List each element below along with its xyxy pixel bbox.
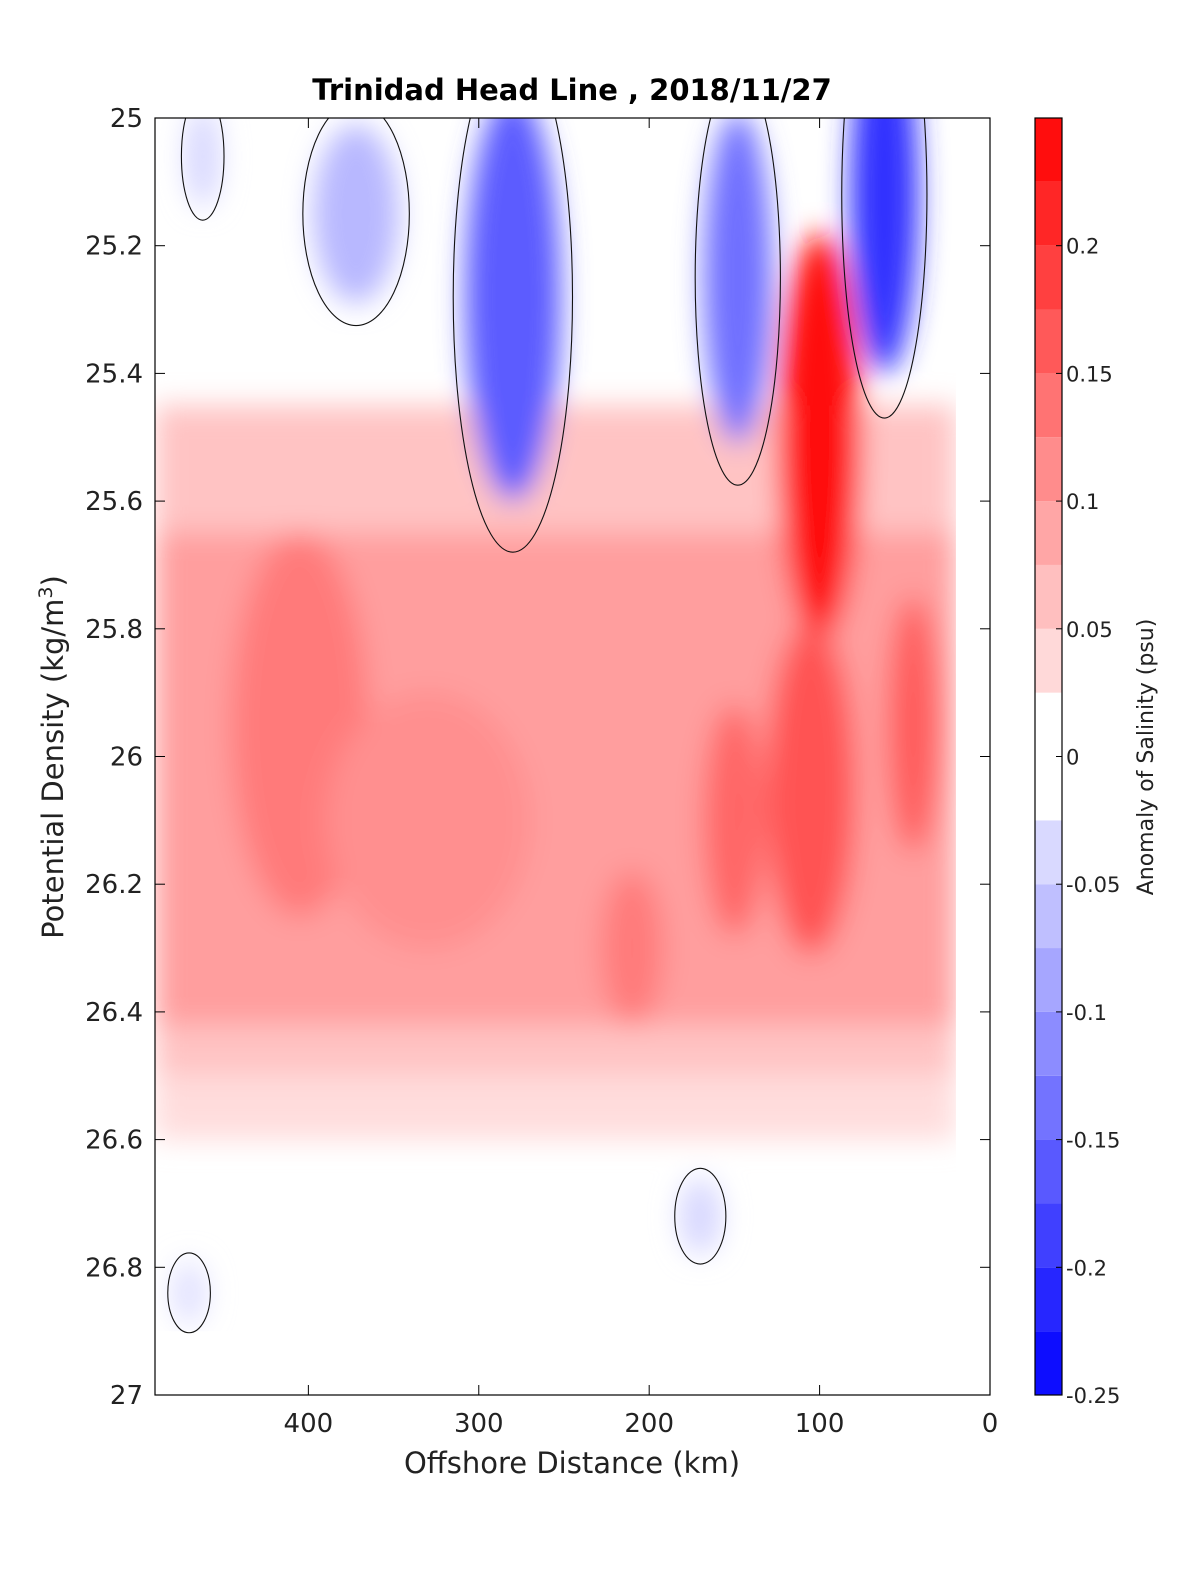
colorbar-label: Anomaly of Salinity (psu) [1134, 619, 1159, 896]
x-tick-label: 300 [454, 1409, 504, 1439]
colorbar-band [1035, 1267, 1062, 1332]
y-tick-label: 25.8 [85, 615, 143, 645]
colorbar-tick-label: -0.2 [1066, 1256, 1107, 1280]
anomaly-blob [313, 124, 399, 304]
x-axis: 400 300 200 100 0 [284, 118, 999, 1439]
zero-contour [452, 118, 574, 553]
zero-contour [674, 1167, 727, 1265]
colorbar-band [1035, 501, 1062, 565]
zero-contour [167, 1252, 211, 1334]
colorbar-band [1035, 118, 1062, 182]
colorbar-band [1035, 1203, 1062, 1268]
colorbar-band [1035, 245, 1062, 310]
x-tick-label: 400 [284, 1409, 334, 1439]
x-tick-label: 100 [795, 1409, 845, 1439]
colorbar-band [1035, 1011, 1062, 1076]
anomaly-blob [887, 596, 939, 853]
colorbar-tick-label: 0.1 [1066, 490, 1099, 514]
zero-contour [302, 118, 410, 327]
zero-contour [180, 118, 225, 221]
y-axis-label: Potential Density (kg/m3) [35, 575, 70, 939]
colorbar-tick-label: -0.25 [1066, 1384, 1120, 1408]
y-tick-label: 27 [110, 1381, 143, 1411]
anomaly-blob [850, 118, 919, 374]
colorbar-band [1035, 1139, 1062, 1204]
y-axis-label-close: ) [36, 575, 70, 586]
colorbar-tick-label: -0.1 [1066, 1001, 1107, 1025]
y-tick-label: 25.6 [85, 487, 143, 517]
chart-title: Trinidad Head Line , 2018/11/27 [312, 73, 832, 107]
anomaly-blob [465, 118, 561, 502]
colorbar-band [1035, 628, 1062, 693]
anomaly-blob [703, 118, 772, 444]
colorbar-tick-label: 0 [1066, 746, 1079, 770]
anomaly-band [155, 1075, 956, 1140]
colorbar: 0.2 0.15 0.1 0.05 0 -0.05 -0.1 -0.15 -0.2 -0.25 [1034, 117, 1120, 1408]
anomaly-field [155, 118, 990, 1395]
anomaly-blob [766, 622, 856, 955]
x-axis-label: Offshore Distance (km) [404, 1446, 740, 1480]
y-tick-label: 26.6 [85, 1126, 143, 1156]
y-tick-label: 26.4 [85, 998, 143, 1028]
anomaly-blob [778, 232, 861, 642]
anomaly-blob [679, 1177, 721, 1255]
colorbar-tick-label: 0.2 [1066, 235, 1099, 259]
colorbar-band [1035, 1331, 1062, 1395]
y-axis-label-sup: 3 [35, 586, 57, 598]
zero-contour [694, 118, 781, 486]
colorbar-tick-label: 0.15 [1066, 362, 1113, 386]
y-tick-label: 25 [110, 104, 143, 134]
colorbar-band [1035, 181, 1062, 246]
y-tick-label: 25.2 [85, 232, 143, 262]
colorbar-tick-label: -0.05 [1066, 873, 1120, 897]
colorbar-band [1035, 309, 1062, 374]
colorbar-tick-label: 0.05 [1066, 618, 1113, 642]
colorbar-band [1035, 820, 1062, 885]
anomaly-blob [601, 871, 663, 1025]
colorbar-band [1035, 373, 1062, 438]
colorbar-band [1035, 437, 1062, 502]
zero-contour [841, 118, 928, 419]
anomaly-blob [172, 1260, 207, 1325]
colorbar-band [1035, 1075, 1062, 1140]
y-tick-label: 26.2 [85, 870, 143, 900]
y-axis-label-main: Potential Density (kg/m [36, 599, 70, 939]
y-axis: 25 25.2 25.4 25.6 25.8 26 26.2 26.4 26.6 26.8 27 [85, 104, 990, 1411]
y-tick-label: 26 [110, 743, 143, 773]
colorbar-band [1035, 564, 1062, 629]
zero-contour-lines [167, 118, 928, 1334]
colorbar-band [1035, 948, 1062, 1012]
anomaly-blob [325, 692, 530, 949]
y-tick-label: 26.8 [85, 1253, 143, 1283]
y-tick-label: 25.4 [85, 359, 143, 389]
no-data-region [155, 1331, 990, 1395]
x-tick-label: 0 [982, 1409, 999, 1439]
x-tick-label: 200 [624, 1409, 674, 1439]
colorbar-tick-label: -0.15 [1066, 1129, 1120, 1153]
anomaly-blob [185, 118, 220, 208]
anomaly-blob [703, 705, 766, 936]
colorbar-band [1035, 884, 1062, 949]
